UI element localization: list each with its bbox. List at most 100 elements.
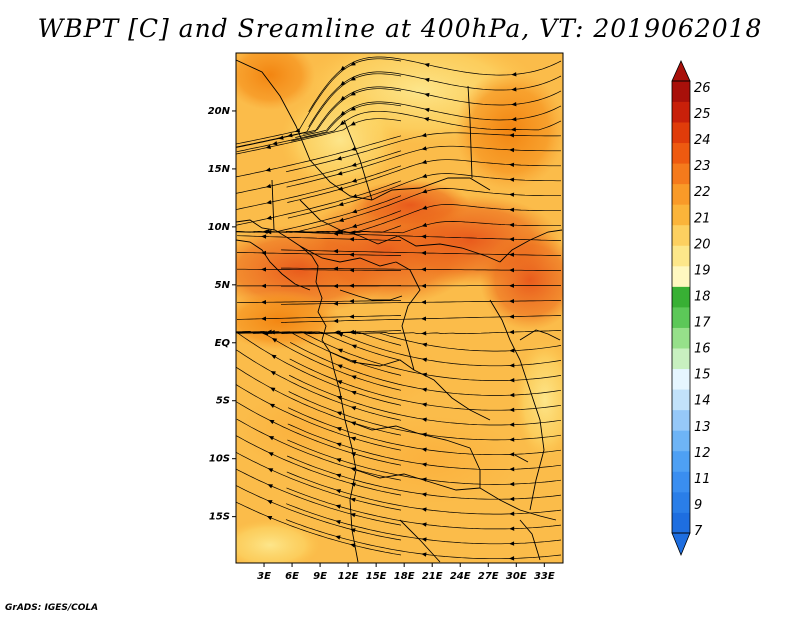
colorbar-label: 20 (694, 237, 711, 252)
colorbar-label: 17 (694, 316, 711, 331)
streamline-arrow (351, 390, 357, 395)
streamline-arrow (509, 147, 515, 153)
colorbar-label: 13 (694, 420, 711, 435)
colorbar-swatch (672, 245, 690, 267)
streamline-arrow (349, 252, 355, 257)
streamline-arrow (509, 222, 515, 228)
streamline-arrow (421, 342, 428, 348)
streamline-arrow (350, 436, 357, 441)
lat-tick-label: 5S (216, 396, 230, 407)
streamline-arrow (351, 344, 357, 349)
streamline-arrow (509, 466, 515, 472)
streamline-arrow (421, 205, 428, 210)
streamline-arrow (351, 178, 358, 183)
streamline-arrow (278, 135, 284, 140)
streamline-arrow (421, 402, 427, 407)
colorbar-label: 12 (694, 446, 711, 461)
streamline-arrow (509, 378, 515, 383)
streamline-arrow (340, 110, 346, 116)
streamline (236, 103, 402, 153)
streamline-arrow (421, 492, 427, 497)
streamline-arrow (267, 468, 274, 473)
streamline (236, 384, 402, 451)
streamline-arrow (261, 316, 267, 321)
streamline (287, 159, 561, 203)
streamline (236, 366, 402, 436)
colorbar-swatch (672, 491, 690, 513)
streamline-arrow (421, 283, 427, 289)
lon-tick-label: 12E (338, 571, 359, 582)
colorbar-label: 15 (694, 368, 711, 383)
streamline-arrow (337, 230, 343, 235)
streamline-arrow (338, 201, 344, 207)
streamline-arrow (262, 229, 268, 234)
streamline (308, 56, 562, 112)
colorbar-swatch (672, 409, 690, 431)
streamline-arrow (340, 65, 346, 71)
streamline-arrows (261, 61, 517, 561)
streamline-arrow (336, 427, 342, 432)
streamline (236, 165, 402, 210)
streamline-arrow (268, 452, 274, 457)
streamline (236, 118, 402, 155)
streamline-arrow (509, 207, 515, 213)
streamline (285, 132, 562, 173)
streamline-arrow (509, 283, 515, 288)
streamline-arrow (339, 120, 346, 126)
colorbar-swatch (672, 204, 690, 226)
streamline (288, 374, 562, 426)
streamline-arrow (509, 177, 515, 182)
streamline-arrow (509, 314, 515, 319)
streamline (281, 315, 562, 323)
colorbar-label: 16 (694, 342, 711, 357)
colorbar-label: 22 (694, 185, 711, 200)
colorbar-label: 19 (694, 263, 711, 278)
streamline (236, 225, 402, 233)
streamline (236, 401, 402, 466)
streamline-arrow (509, 541, 515, 546)
streamline (237, 332, 402, 406)
streamline (236, 73, 402, 148)
streamline (288, 407, 562, 456)
streamline-arrow (336, 442, 342, 447)
lat-tick-label: 10S (209, 454, 230, 465)
streamline-arrow (421, 462, 427, 467)
streamline (236, 135, 402, 178)
streamline-arrow (333, 266, 339, 271)
streamline-arrow (509, 298, 515, 304)
streamline (236, 451, 402, 511)
streamline-arrow (511, 87, 517, 92)
streamline-arrow (287, 132, 293, 138)
streamline (285, 519, 562, 560)
streamline-arrow (509, 452, 515, 457)
streamline-arrow (261, 300, 267, 305)
streamline-arrow (421, 357, 428, 362)
streamline-arrow (337, 364, 343, 369)
streamline-arrow (421, 537, 427, 542)
colorbar-label: 25 (694, 107, 711, 122)
streamline (287, 173, 561, 219)
streamline-arrow (351, 223, 358, 228)
streamline-arrow (509, 422, 515, 427)
streamline-arrow (423, 117, 430, 122)
streamline-arrow (511, 102, 517, 107)
colorbar-label: 7 (694, 524, 703, 539)
streamline-arrow (271, 354, 277, 360)
streamline-arrow (509, 407, 515, 413)
streamline-arrow (424, 107, 430, 113)
streamline (236, 150, 402, 194)
streamline-arrow (509, 267, 515, 273)
streamline-arrow (350, 121, 356, 126)
streamline-arrow (261, 267, 267, 272)
streamline (236, 435, 402, 496)
colorbar-swatch (672, 286, 690, 308)
streamline-arrow (337, 332, 344, 337)
streamline-arrow (272, 141, 278, 146)
colorbar-swatch (672, 368, 690, 390)
colorbar-swatch (672, 450, 690, 472)
streamline (236, 180, 402, 226)
streamline-arrow (261, 283, 267, 289)
colorbar-swatch (672, 327, 690, 349)
colorbar-label: 14 (694, 394, 711, 409)
